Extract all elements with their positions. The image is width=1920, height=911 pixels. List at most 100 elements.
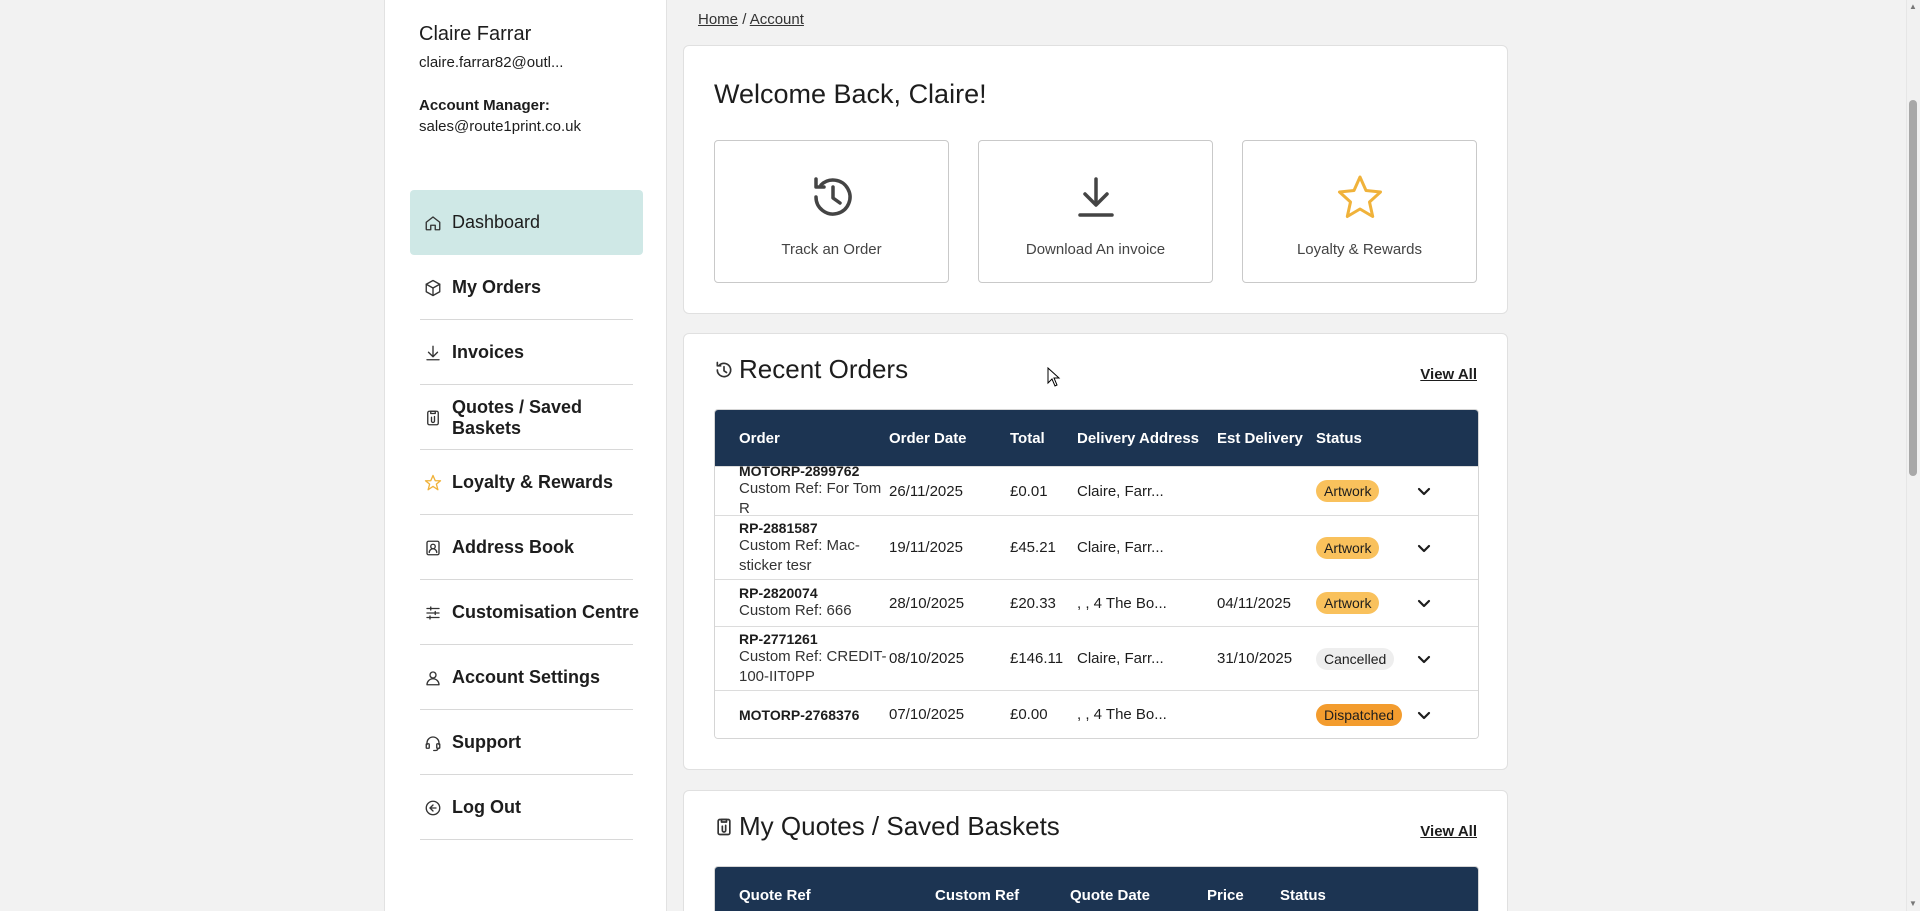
sidebar-item-label: Customisation Centre xyxy=(452,602,640,622)
sidebar-nav: Dashboard My Orders Invoices Quotes / Sa… xyxy=(410,190,643,840)
quotes-view-all-link[interactable]: View All xyxy=(1420,823,1477,840)
home-icon xyxy=(424,214,442,232)
quotes-title-text: My Quotes / Saved Baskets xyxy=(739,811,1060,841)
breadcrumb-separator: / xyxy=(742,11,747,28)
contact-book-icon xyxy=(424,539,442,557)
order-total: £0.01 xyxy=(1010,482,1048,500)
expand-row-button[interactable] xyxy=(1416,483,1456,499)
account-sidebar: Claire Farrar claire.farrar82@outl... Ac… xyxy=(384,0,667,911)
sidebar-item-log-out[interactable]: Log Out xyxy=(410,775,643,840)
order-number: MOTORP-2899762 xyxy=(739,463,860,479)
order-delivery-address: Claire, Farr... xyxy=(1077,482,1164,500)
track-order-tile[interactable]: Track an Order xyxy=(714,140,949,283)
column-header-price: Price xyxy=(1207,886,1244,904)
sidebar-item-address-book[interactable]: Address Book xyxy=(410,515,643,580)
quotes-card: My Quotes / Saved Baskets View All Quote… xyxy=(683,790,1508,911)
sidebar-item-support[interactable]: Support xyxy=(410,710,643,775)
breadcrumb: Home / Account xyxy=(698,11,804,28)
status-badge: Cancelled xyxy=(1316,647,1395,670)
logout-icon xyxy=(424,799,442,817)
order-delivery-address: , , 4 The Bo... xyxy=(1077,706,1167,723)
scrollbar-thumb[interactable] xyxy=(1909,100,1917,476)
breadcrumb-account-link[interactable]: Account xyxy=(749,11,804,28)
chevron-down-icon xyxy=(1417,711,1431,719)
table-row[interactable]: MOTORP-2899762 Custom Ref: For Tom R 26/… xyxy=(715,463,1478,517)
recent-orders-title: Recent Orders xyxy=(714,354,908,385)
order-date: 19/11/2025 xyxy=(889,539,963,556)
mouse-cursor-icon xyxy=(1047,367,1061,387)
order-custom-ref: Custom Ref: Mac-sticker tesr xyxy=(739,536,860,574)
status-badge: Artwork xyxy=(1316,592,1380,614)
column-header-total: Total xyxy=(1010,429,1045,447)
download-invoice-label: Download An invoice xyxy=(1025,241,1166,258)
column-header-status: Status xyxy=(1316,429,1362,447)
headset-icon xyxy=(424,734,442,752)
loyalty-rewards-label: Loyalty & Rewards xyxy=(1296,241,1423,258)
sidebar-item-label: Quotes / Saved Baskets xyxy=(452,396,583,438)
chevron-down-icon xyxy=(1417,487,1431,496)
column-header-quote-ref: Quote Ref xyxy=(739,886,811,904)
order-est-delivery: 31/10/2025 xyxy=(1217,650,1293,667)
user-email: claire.farrar82@outl... xyxy=(419,54,564,71)
column-header-est-delivery: Est Delivery xyxy=(1217,429,1303,447)
order-delivery-address: Claire, Farr... xyxy=(1077,650,1164,667)
sidebar-item-label: Dashboard xyxy=(452,212,541,232)
page-scrollbar[interactable]: ▲ ▼ xyxy=(1906,0,1920,911)
table-row[interactable]: RP-2820074 Custom Ref: 666 28/10/2025 £2… xyxy=(715,579,1478,626)
sidebar-item-quotes[interactable]: Quotes / Saved Baskets xyxy=(410,385,643,450)
order-number: RP-2771261 xyxy=(739,630,818,647)
chevron-down-icon xyxy=(1417,544,1431,552)
order-number: RP-2881587 xyxy=(739,519,818,536)
expand-row-button[interactable] xyxy=(1416,651,1456,667)
column-header-delivery-address: Delivery Address xyxy=(1077,429,1200,447)
download-invoice-tile[interactable]: Download An invoice xyxy=(978,140,1213,283)
chevron-down-icon xyxy=(1417,599,1431,608)
track-order-label: Track an Order xyxy=(781,241,882,258)
order-date: 08/10/2025 xyxy=(889,650,965,667)
loyalty-rewards-tile[interactable]: Loyalty & Rewards xyxy=(1242,140,1477,283)
download-icon xyxy=(424,344,442,362)
column-header-quote-date: Quote Date xyxy=(1070,886,1151,904)
order-date: 28/10/2025 xyxy=(889,594,965,612)
sidebar-item-label: Support xyxy=(452,732,521,752)
expand-row-button[interactable] xyxy=(1416,707,1456,723)
table-header: Quote Ref Custom Ref Quote Date Price St… xyxy=(715,867,1478,911)
history-icon xyxy=(716,361,732,377)
order-delivery-address: , , 4 The Bo... xyxy=(1077,594,1167,612)
sidebar-item-label: Address Book xyxy=(452,537,575,557)
order-total: £0.00 xyxy=(1010,706,1048,723)
account-manager-label: Account Manager: xyxy=(419,97,550,114)
sidebar-item-customisation[interactable]: Customisation Centre xyxy=(410,580,643,645)
order-custom-ref: Custom Ref: For Tom R xyxy=(739,480,882,517)
table-row[interactable]: RP-2881587 Custom Ref: Mac-sticker tesr … xyxy=(715,515,1478,579)
order-number: MOTORP-2768376 xyxy=(739,706,860,723)
column-header-order-date: Order Date xyxy=(889,429,967,447)
sidebar-item-invoices[interactable]: Invoices xyxy=(410,320,643,385)
history-icon xyxy=(813,177,852,216)
table-header: Order Order Date Total Delivery Address … xyxy=(715,410,1478,466)
column-header-order: Order xyxy=(739,429,780,447)
sidebar-item-my-orders[interactable]: My Orders xyxy=(410,255,643,320)
user-name: Claire Farrar xyxy=(419,23,532,45)
scroll-up-arrow-icon[interactable]: ▲ xyxy=(1909,2,1917,11)
order-number: RP-2820074 xyxy=(739,585,818,601)
column-header-custom-ref: Custom Ref xyxy=(935,886,1020,904)
clipboard-icon xyxy=(717,818,731,835)
table-row[interactable]: RP-2771261 Custom Ref: CREDIT-100-IIT0PP… xyxy=(715,626,1478,690)
scroll-down-arrow-icon[interactable]: ▼ xyxy=(1909,899,1917,908)
sidebar-item-dashboard[interactable]: Dashboard xyxy=(410,190,643,255)
breadcrumb-home-link[interactable]: Home xyxy=(698,11,739,28)
recent-orders-view-all-link[interactable]: View All xyxy=(1420,366,1477,383)
expand-row-button[interactable] xyxy=(1416,540,1456,556)
recent-orders-table: Order Order Date Total Delivery Address … xyxy=(714,409,1479,739)
table-row[interactable]: MOTORP-2768376 07/10/2025 £0.00 , , 4 Th… xyxy=(715,690,1478,738)
user-icon xyxy=(424,669,442,687)
expand-row-button[interactable] xyxy=(1416,595,1456,611)
recent-orders-title-text: Recent Orders xyxy=(739,354,909,384)
sidebar-item-account-settings[interactable]: Account Settings xyxy=(410,645,643,710)
sidebar-item-loyalty[interactable]: Loyalty & Rewards xyxy=(410,450,643,515)
status-badge: Artwork xyxy=(1316,480,1380,502)
account-manager-email: sales@route1print.co.uk xyxy=(419,118,581,135)
status-badge: Artwork xyxy=(1316,536,1380,559)
quotes-table: Quote Ref Custom Ref Quote Date Price St… xyxy=(714,866,1479,911)
